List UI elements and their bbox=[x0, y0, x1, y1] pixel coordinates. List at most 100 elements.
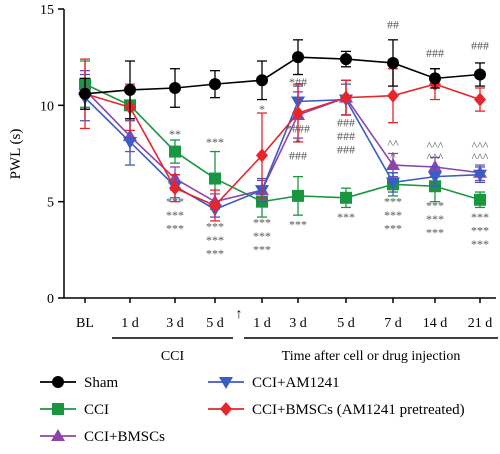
significance-label: *** bbox=[426, 198, 444, 212]
data-point bbox=[340, 90, 352, 105]
legend-item: CCI+BMSCs bbox=[40, 429, 165, 445]
data-point bbox=[474, 92, 486, 107]
data-point bbox=[79, 87, 91, 100]
significance-label: *** bbox=[289, 218, 307, 232]
data-point bbox=[51, 429, 65, 441]
data-point bbox=[429, 72, 441, 85]
significance-label: *** bbox=[206, 220, 224, 234]
significance-label: ^^^ bbox=[427, 139, 444, 153]
x-tick-label: 3 d bbox=[166, 316, 184, 331]
significance-label: *** bbox=[384, 195, 402, 209]
significance-label: ^^^ bbox=[472, 150, 489, 164]
data-point bbox=[124, 83, 136, 96]
series-line bbox=[84, 83, 481, 203]
x-tick-label: BL bbox=[76, 316, 94, 331]
significance-label: *** bbox=[471, 210, 489, 224]
significance-label: *** bbox=[426, 212, 444, 226]
data-point bbox=[386, 158, 400, 171]
x-tick-label: 1 d bbox=[253, 316, 271, 331]
significance-label: *** bbox=[384, 208, 402, 222]
data-point bbox=[209, 198, 221, 213]
data-point bbox=[209, 78, 221, 91]
y-tick-label: 5 bbox=[47, 196, 54, 211]
injection-arrow: ↑ bbox=[236, 307, 243, 322]
significance-label: *## bbox=[289, 75, 307, 89]
series-sham bbox=[79, 39, 486, 120]
significance-label: ### bbox=[337, 143, 355, 157]
y-ticks: 0 5 10 15 bbox=[40, 3, 64, 307]
significance-label: *** bbox=[253, 216, 271, 230]
x-tick-label: 21 d bbox=[468, 316, 493, 331]
x-ticks: BL 1 d 3 d 5 d 1 d 3 d 5 d 7 d 14 d 21 d ↑ bbox=[76, 298, 492, 331]
y-tick-label: 10 bbox=[40, 99, 54, 114]
significance-label: ** bbox=[169, 127, 181, 141]
significance-label: ### bbox=[426, 46, 444, 60]
legend-item: Sham bbox=[40, 375, 119, 391]
significance-annotations: ************** ********************##*###… bbox=[166, 17, 489, 260]
legend: Sham CCI+AM1241 CCI CCI+BMSCs (AM1241 pretr… bbox=[40, 375, 465, 445]
legend-item: CCI+AM1241 bbox=[208, 375, 340, 391]
significance-label: ^^^ bbox=[472, 139, 489, 153]
data-point bbox=[474, 193, 486, 206]
significance-label: *** bbox=[166, 208, 184, 222]
series bbox=[78, 39, 487, 222]
legend-item: CCI+BMSCs (AM1241 pretreated) bbox=[208, 402, 465, 418]
data-point bbox=[292, 106, 304, 121]
legend-label: CCI+BMSCs bbox=[84, 429, 165, 445]
significance-label: * bbox=[259, 102, 265, 116]
data-point bbox=[386, 177, 400, 190]
data-point bbox=[256, 74, 268, 87]
data-point bbox=[474, 68, 486, 81]
legend-label: Sham bbox=[84, 375, 119, 391]
legend-item: CCI bbox=[40, 402, 109, 418]
series-line bbox=[84, 56, 481, 95]
y-tick-label: 15 bbox=[40, 3, 54, 18]
significance-label: ### bbox=[471, 38, 489, 52]
significance-label: ### bbox=[337, 116, 355, 130]
legend-label: CCI+AM1241 bbox=[252, 375, 340, 391]
group-label: CCI bbox=[161, 349, 185, 364]
significance-label: *** bbox=[253, 229, 271, 243]
significance-label: *** bbox=[166, 195, 184, 209]
data-point bbox=[387, 56, 399, 69]
x-tick-label: 3 d bbox=[289, 316, 307, 331]
series-line bbox=[84, 97, 481, 211]
data-point bbox=[52, 403, 64, 415]
data-point bbox=[292, 51, 304, 64]
significance-label: *** bbox=[337, 210, 355, 224]
significance-label: ^^^ bbox=[427, 150, 444, 164]
significance-label: ### bbox=[289, 148, 307, 162]
significance-label: *** bbox=[206, 233, 224, 247]
data-point bbox=[219, 377, 233, 389]
data-point bbox=[123, 136, 137, 149]
data-point bbox=[387, 88, 399, 103]
x-groups: CCI Time after cell or drug injection bbox=[112, 337, 498, 364]
significance-label: *** bbox=[471, 223, 489, 237]
x-tick-label: 5 d bbox=[337, 316, 355, 331]
significance-label: ## bbox=[387, 17, 399, 31]
data-point bbox=[340, 191, 352, 204]
x-tick-label: 14 d bbox=[423, 316, 448, 331]
data-point bbox=[292, 189, 304, 202]
significance-label: *** bbox=[206, 135, 224, 149]
legend-label: CCI+BMSCs (AM1241 pretreated) bbox=[252, 402, 465, 418]
series-line bbox=[84, 89, 481, 203]
data-point bbox=[209, 172, 221, 185]
data-point bbox=[473, 169, 487, 182]
significance-label: * bbox=[295, 135, 301, 149]
series-line bbox=[84, 83, 481, 207]
data-point bbox=[428, 171, 442, 184]
data-point bbox=[428, 159, 442, 172]
data-point bbox=[256, 148, 268, 163]
legend-label: CCI bbox=[84, 402, 109, 418]
significance-label: *** bbox=[253, 243, 271, 257]
significance-label: *### bbox=[286, 121, 310, 135]
significance-label: *** bbox=[426, 225, 444, 239]
significance-label: ^ bbox=[390, 148, 396, 162]
data-point bbox=[220, 402, 232, 416]
significance-label: *** bbox=[206, 247, 224, 261]
significance-label: ^^ bbox=[387, 137, 399, 151]
data-point bbox=[169, 145, 181, 158]
significance-label: ### bbox=[337, 129, 355, 143]
